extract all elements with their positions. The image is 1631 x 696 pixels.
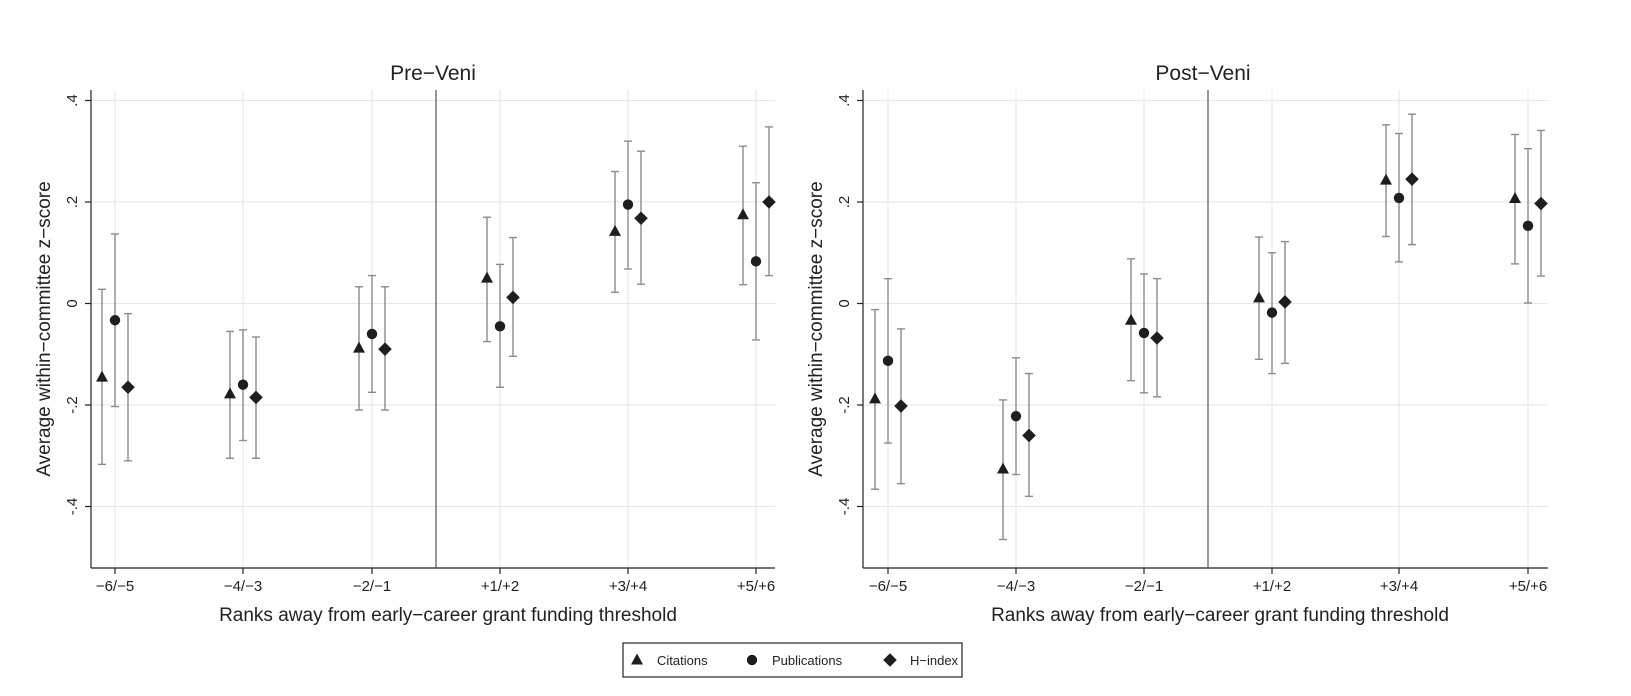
y-axis-title: Average within−committee z−score [806,181,827,476]
circle-point [366,328,378,340]
diamond-point [634,211,648,226]
circle-point [1522,220,1534,232]
y-tick-label: 0 [836,299,853,307]
y-tick-label: .2 [836,196,853,209]
x-tick-label: −2/−1 [353,578,391,595]
circle-point [109,315,121,326]
x-tick-label: +1/+2 [481,578,519,595]
triangle-point [737,208,749,220]
diamond-point [894,399,908,413]
circle-point [882,355,894,367]
legend-label: Citations [657,653,708,668]
diamond-point [1150,331,1164,345]
y-tick-label: .4 [64,94,81,107]
y-tick-label: -.4 [64,498,81,516]
x-tick-label: +3/+4 [609,578,647,595]
x-tick-label: +3/+4 [1380,578,1418,595]
diamond-point [1278,295,1292,309]
triangle-point [609,224,621,236]
x-axis-title: Ranks away from early−career grant fundi… [991,605,1449,626]
diamond-point [249,390,263,405]
y-tick-label: .4 [836,94,853,107]
triangle-point [1253,291,1265,303]
triangle-point [1509,191,1521,203]
triangle-point [1380,173,1392,185]
circle-point [622,199,634,210]
x-tick-label: +1/+2 [1253,578,1291,595]
panel-title: Pre−Veni [390,62,476,85]
y-tick-label: 0 [64,299,81,307]
x-tick-label: −6/−5 [869,578,907,595]
legend-triangle-icon [631,653,643,665]
circle-point [494,321,506,332]
diamond-point [762,195,776,209]
triangle-point [96,370,108,382]
diamond-point [1534,196,1548,211]
diamond-point [378,342,392,356]
legend-box [622,642,963,678]
diamond-point [121,380,135,395]
legend: Citations Publications H−index [622,642,963,678]
x-tick-label: +5/+6 [737,578,775,595]
x-tick-label: −4/−3 [224,578,262,595]
y-axis-title: Average within−committee z−score [34,181,55,476]
chart-panel-2: .4 .2 0 -.2 -.4 −6/−5 −4/−3 −2/−1 +1/+2 +3/+4 +5/+… [806,62,1548,626]
legend-label: Publications [772,653,843,668]
panel-title: Post−Veni [1155,62,1250,85]
circle-point [1138,327,1150,339]
triangle-point [869,392,881,404]
circle-point [1393,192,1405,204]
circle-point [750,256,762,267]
circle-point [1266,307,1278,318]
diamond-point [506,290,520,305]
circle-point [1010,410,1022,422]
triangle-point [224,387,236,399]
diamond-point [1405,172,1419,186]
triangle-point [481,271,493,283]
x-tick-label: −6/−5 [96,578,134,595]
legend-label: H−index [910,653,959,668]
x-axis-title: Ranks away from early−career grant fundi… [219,605,677,626]
x-tick-label: +5/+6 [1509,578,1547,595]
triangle-point [353,341,365,353]
chart-panel-1: .4 .2 0 -.2 -.4 −6/−5 −4/−3 −2/−1 +1/+2 +3/+4 +5/+… [34,62,776,626]
y-tick-label: -.2 [64,396,81,414]
y-tick-label: .2 [64,196,81,209]
x-tick-label: −4/−3 [997,578,1035,595]
legend-circle-icon [746,654,758,666]
x-tick-label: −2/−1 [1125,578,1163,595]
triangle-point [1125,313,1137,325]
triangle-point [997,462,1009,474]
y-tick-label: -.2 [836,396,853,414]
y-tick-label: -.4 [836,498,853,516]
diamond-point [1022,428,1036,443]
circle-point [237,379,249,390]
legend-diamond-icon [883,653,897,667]
